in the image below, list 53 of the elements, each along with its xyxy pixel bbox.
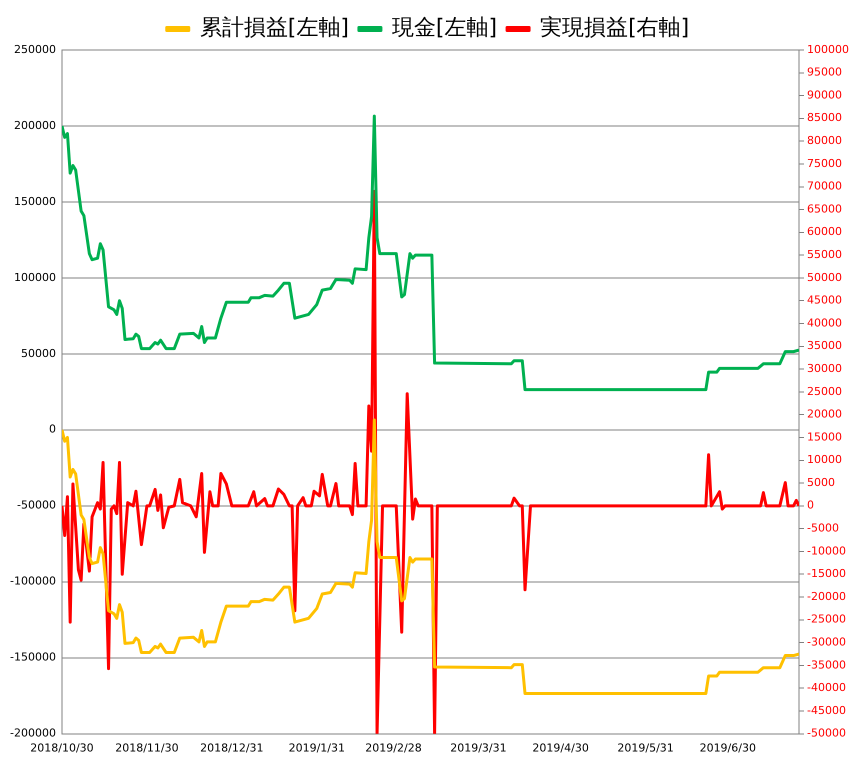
y-tick-label: -100000: [10, 574, 56, 588]
y2-tick-label: 60000: [807, 225, 842, 238]
x-tick-label: 2019/1/31: [288, 741, 345, 754]
y2-tick-label: 80000: [807, 134, 842, 148]
y2-tick-label: -5000: [807, 522, 839, 535]
y2-tick-label: 85000: [807, 111, 842, 124]
y2-tick-label: -35000: [807, 658, 846, 672]
y2-tick-label: 20000: [807, 408, 842, 421]
y2-tick-label: 0: [807, 498, 814, 512]
y-tick-label: -200000: [10, 726, 56, 740]
y-tick-label: 0: [48, 422, 56, 436]
y2-tick-label: -10000: [807, 544, 846, 558]
y2-tick-label: 15000: [807, 430, 842, 444]
x-tick-label: 2018/11/30: [115, 741, 179, 754]
y2-tick-label: 30000: [807, 362, 842, 375]
y2-tick-label: -30000: [807, 635, 846, 648]
y2-tick-label: 95000: [807, 66, 842, 79]
y2-tick-label: -45000: [807, 704, 846, 717]
x-tick-label: 2019/4/30: [532, 741, 589, 754]
y2-tick-label: 40000: [807, 316, 842, 330]
y2-tick-label: -20000: [807, 590, 846, 603]
y2-tick-label: -25000: [807, 612, 846, 626]
y-tick-label: -50000: [16, 498, 56, 512]
legend-label: 現金[左軸]: [392, 16, 498, 41]
y2-tick-label: 10000: [807, 453, 842, 466]
y2-tick-label: 65000: [807, 202, 842, 216]
legend-label: 累計損益[左軸]: [200, 16, 349, 41]
y2-tick-label: 45000: [807, 294, 842, 307]
y2-tick-label: 90000: [807, 88, 842, 102]
y-tick-label: 50000: [20, 346, 56, 360]
x-tick-label: 2019/3/31: [450, 741, 507, 754]
y-tick-label: 200000: [14, 118, 56, 132]
y2-tick-label: -50000: [807, 726, 846, 740]
y2-tick-label: 5000: [807, 476, 836, 489]
x-tick-label: 2019/2/28: [365, 741, 422, 754]
legend-label: 実現損益[右軸]: [540, 16, 690, 41]
y2-tick-label: 70000: [807, 180, 842, 193]
y2-tick-label: 75000: [807, 156, 842, 170]
y-tick-label: 250000: [14, 42, 56, 56]
y-tick-label: -150000: [10, 650, 56, 664]
x-tick-label: 2018/10/30: [30, 741, 94, 754]
x-tick-label: 2019/5/31: [617, 741, 674, 754]
y2-tick-label: 55000: [807, 248, 842, 261]
y2-tick-label: 25000: [807, 384, 842, 398]
x-tick-label: 2018/12/31: [200, 741, 264, 754]
y2-tick-label: -15000: [807, 567, 846, 580]
y2-tick-label: -40000: [807, 681, 846, 694]
y2-tick-label: 50000: [807, 270, 842, 284]
y-tick-label: 100000: [14, 270, 56, 284]
y2-tick-label: 100000: [807, 42, 850, 56]
y2-tick-label: 35000: [807, 339, 842, 352]
y-tick-label: 150000: [14, 194, 56, 208]
x-tick-label: 2019/6/30: [700, 741, 756, 754]
